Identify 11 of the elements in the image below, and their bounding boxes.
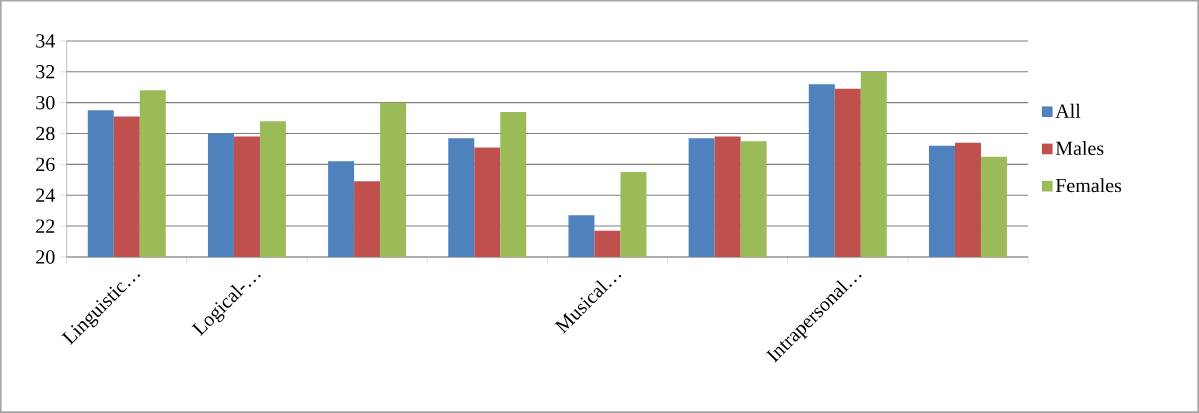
y-tick-label: 26 [36, 157, 55, 172]
y-tick-label: 28 [36, 126, 55, 141]
y-tick-label: 22 [36, 219, 55, 233]
y-tick-label: 34 [36, 34, 55, 48]
y-tick-label: 30 [36, 95, 55, 110]
y-tick-label: 32 [36, 65, 55, 79]
legend-label: Males [1055, 141, 1104, 156]
y-tick-label: 24 [36, 188, 55, 202]
legend-label: All [1055, 103, 1081, 118]
legend-label: Females [1055, 178, 1122, 193]
y-tick-label: 20 [36, 250, 55, 264]
